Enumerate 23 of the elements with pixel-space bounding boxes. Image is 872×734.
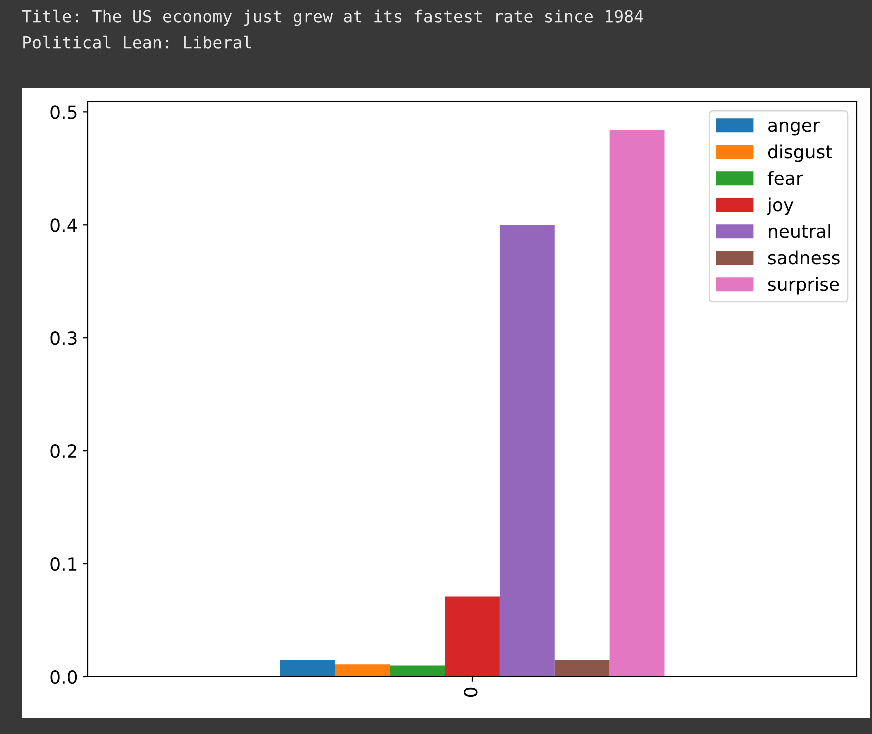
legend-label: joy bbox=[767, 198, 794, 216]
legend-label: sadness bbox=[768, 250, 840, 265]
legend-label: surprise bbox=[768, 277, 840, 295]
bar bbox=[335, 664, 390, 677]
bar bbox=[280, 660, 336, 677]
y-tick-label: 0.1 bbox=[50, 557, 77, 572]
y-tick-label: 0.5 bbox=[50, 106, 77, 120]
legend-label: neutral bbox=[769, 224, 830, 238]
legend-label: anger bbox=[768, 122, 820, 136]
y-tick-label: 0.0 bbox=[50, 670, 78, 684]
chart-title: Title: The US economy just grew at its fastest rate since 1984 bbox=[22, 10, 644, 26]
y-tick-label: 0.2 bbox=[50, 444, 76, 458]
chart-subtitle: Political Lean: Liberal bbox=[24, 36, 252, 49]
bar bbox=[445, 596, 500, 677]
legend-label: fear bbox=[768, 171, 804, 186]
bar bbox=[610, 130, 665, 677]
y-tick-label: 0.4 bbox=[50, 218, 78, 232]
legend-label: disgust bbox=[768, 144, 832, 162]
bar bbox=[554, 660, 610, 677]
x-tick-label: 0 bbox=[464, 688, 478, 698]
y-tick-label: 0.3 bbox=[50, 332, 77, 346]
bar bbox=[500, 225, 555, 677]
bar bbox=[390, 666, 446, 677]
